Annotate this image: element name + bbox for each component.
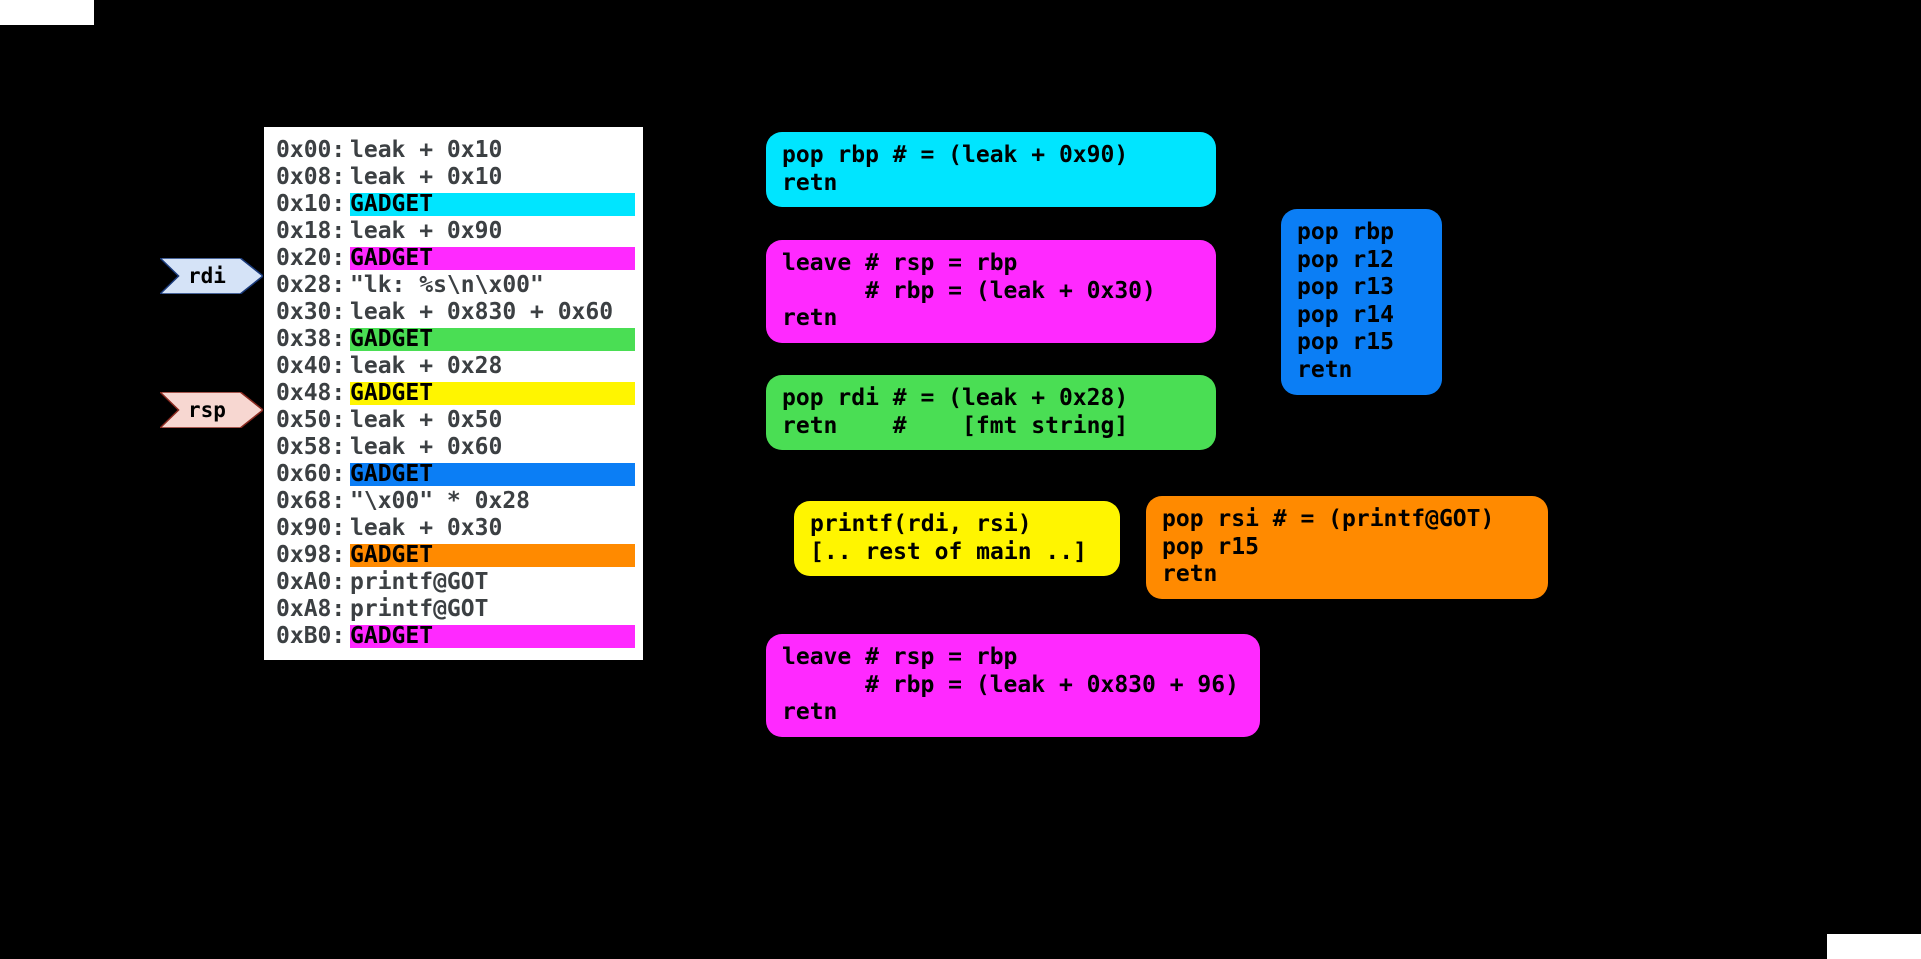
gadget-box-magenta: leave # rsp = rbp # rbp = (leak + 0x30) … xyxy=(766,240,1216,343)
stack-row: 0xB0: GADGET xyxy=(264,623,643,650)
stack-addr: 0x90: xyxy=(264,517,350,540)
corner-bottom-right xyxy=(1827,934,1921,959)
stack-addr: 0xA0: xyxy=(264,571,350,594)
stack-value: GADGET xyxy=(350,625,643,648)
stack-row: 0x60: GADGET xyxy=(264,461,643,488)
stack-addr: 0x48: xyxy=(264,382,350,405)
stack-row: 0x08: leak + 0x10 xyxy=(264,164,643,191)
gadget-box-blue: pop rbp pop r12 pop r13 pop r14 pop r15 … xyxy=(1281,209,1442,395)
stack-row: 0x98: GADGET xyxy=(264,542,643,569)
stack-value: GADGET xyxy=(350,247,643,270)
stack-value: leak + 0x28 xyxy=(350,355,643,378)
stack-value: leak + 0x830 + 0x60 xyxy=(350,301,643,324)
stack-value: leak + 0x10 xyxy=(350,139,643,162)
stack-addr: 0x58: xyxy=(264,436,350,459)
stack-addr: 0xA8: xyxy=(264,598,350,621)
stack-value: GADGET xyxy=(350,193,643,216)
stack-row: 0x18: leak + 0x90 xyxy=(264,218,643,245)
stack-value: printf@GOT xyxy=(350,571,643,594)
gadget-box-magenta: leave # rsp = rbp # rbp = (leak + 0x830 … xyxy=(766,634,1260,737)
stack-panel: 0x00: leak + 0x100x08: leak + 0x100x10: … xyxy=(264,127,643,660)
stack-value: leak + 0x30 xyxy=(350,517,643,540)
stack-row: 0x48: GADGET xyxy=(264,380,643,407)
stack-value: GADGET xyxy=(350,382,643,405)
stack-row: 0x38: GADGET xyxy=(264,326,643,353)
stack-addr: 0x60: xyxy=(264,463,350,486)
stack-row: 0x58: leak + 0x60 xyxy=(264,434,643,461)
stack-row: 0x00: leak + 0x10 xyxy=(264,137,643,164)
stack-addr: 0x10: xyxy=(264,193,350,216)
stack-row: 0xA8: printf@GOT xyxy=(264,596,643,623)
stack-addr: 0x98: xyxy=(264,544,350,567)
stack-row: 0x50: leak + 0x50 xyxy=(264,407,643,434)
diagram-canvas: rdi rsp 0x00: leak + 0x100x08: leak + 0x… xyxy=(200,100,1721,859)
stack-addr: 0x18: xyxy=(264,220,350,243)
gadget-box-cyan: pop rbp # = (leak + 0x90) retn xyxy=(766,132,1216,207)
stack-value: "\x00" * 0x28 xyxy=(350,490,643,513)
stack-value: GADGET xyxy=(350,544,643,567)
stack-row: 0x20: GADGET xyxy=(264,245,643,272)
stack-addr: 0x50: xyxy=(264,409,350,432)
stack-row: 0x30: leak + 0x830 + 0x60 xyxy=(264,299,643,326)
pointer-rsp: rsp xyxy=(160,392,263,428)
stack-row: 0x90: leak + 0x30 xyxy=(264,515,643,542)
pointer-rdi: rdi xyxy=(160,258,263,294)
stack-row: 0x68: "\x00" * 0x28 xyxy=(264,488,643,515)
stack-addr: 0x40: xyxy=(264,355,350,378)
stack-value: leak + 0x60 xyxy=(350,436,643,459)
pointer-rsp-label: rsp xyxy=(188,398,226,422)
gadget-box-yellow: printf(rdi, rsi) [.. rest of main ..] xyxy=(794,501,1120,576)
corner-top-left xyxy=(0,0,94,25)
stack-row: 0xA0: printf@GOT xyxy=(264,569,643,596)
gadget-box-green: pop rdi # = (leak + 0x28) retn # [fmt st… xyxy=(766,375,1216,450)
stack-addr: 0x30: xyxy=(264,301,350,324)
stack-value: leak + 0x50 xyxy=(350,409,643,432)
stack-value: leak + 0x10 xyxy=(350,166,643,189)
stack-row: 0x28: "lk: %s\n\x00" xyxy=(264,272,643,299)
stack-row: 0x10: GADGET xyxy=(264,191,643,218)
stack-addr: 0x38: xyxy=(264,328,350,351)
stack-value: GADGET xyxy=(350,463,643,486)
stack-addr: 0x20: xyxy=(264,247,350,270)
stack-addr: 0x00: xyxy=(264,139,350,162)
stack-value: leak + 0x90 xyxy=(350,220,643,243)
gadget-box-orange: pop rsi # = (printf@GOT) pop r15 retn xyxy=(1146,496,1548,599)
stack-value: printf@GOT xyxy=(350,598,643,621)
stack-value: GADGET xyxy=(350,328,643,351)
stack-value: "lk: %s\n\x00" xyxy=(350,274,643,297)
stack-addr: 0x08: xyxy=(264,166,350,189)
stack-addr: 0x68: xyxy=(264,490,350,513)
stack-row: 0x40: leak + 0x28 xyxy=(264,353,643,380)
stack-addr: 0xB0: xyxy=(264,625,350,648)
pointer-rdi-label: rdi xyxy=(188,264,226,288)
stack-addr: 0x28: xyxy=(264,274,350,297)
